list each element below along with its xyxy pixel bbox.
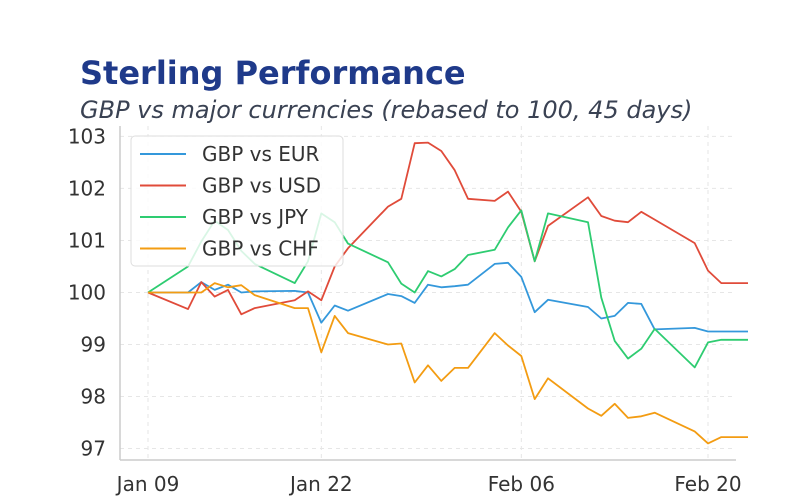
x-tick-label: Feb 06 bbox=[488, 472, 555, 496]
legend-box bbox=[130, 135, 344, 267]
legend-label: GBP vs USD bbox=[202, 174, 321, 198]
y-tick-label: 99 bbox=[81, 333, 106, 357]
y-tick-label: 101 bbox=[68, 228, 106, 252]
x-tick-label: Feb 20 bbox=[674, 472, 741, 496]
series-line-2 bbox=[147, 141, 748, 316]
legend: GBP vs EUR GBP vs USD GBP vs JPY GBP vs CHF bbox=[130, 135, 344, 267]
legend-label: GBP vs CHF bbox=[202, 237, 319, 261]
chart-subtitle: GBP vs major currencies (rebased to 100,… bbox=[80, 96, 693, 124]
y-tick-label: 103 bbox=[68, 124, 106, 148]
legend-label: GBP vs EUR bbox=[202, 142, 320, 166]
grid bbox=[120, 126, 736, 460]
y-tick-label: 102 bbox=[68, 176, 106, 200]
chart-title: Sterling Performance bbox=[80, 54, 466, 92]
y-tick-label: 98 bbox=[81, 385, 106, 409]
legend-label: GBP vs JPY bbox=[202, 205, 309, 229]
x-tick-label: Jan 09 bbox=[115, 472, 180, 496]
y-tick-label: 100 bbox=[68, 280, 106, 304]
x-tick-label: Jan 22 bbox=[288, 472, 353, 496]
y-tick-label: 97 bbox=[81, 437, 106, 461]
series-line-4 bbox=[148, 282, 748, 445]
